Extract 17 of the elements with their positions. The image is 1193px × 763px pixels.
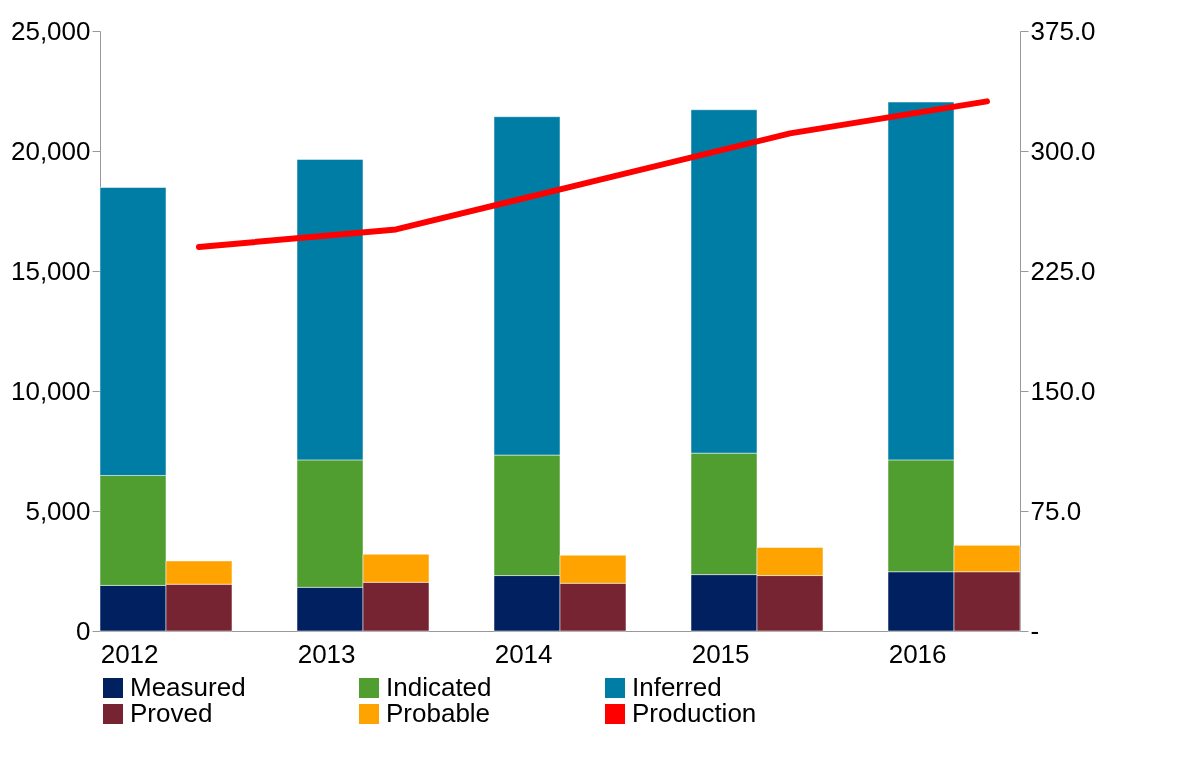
x-tick-label: 2015 <box>691 638 750 669</box>
y-tick-label: 5,000 <box>25 495 91 526</box>
y-tick-label: 25,000 <box>10 15 91 46</box>
y2-tick-label: 300.0 <box>1030 135 1096 166</box>
y-tick-label: 0 <box>76 615 91 646</box>
y-tick-label: 15,000 <box>10 255 91 286</box>
y-tick-label: 20,000 <box>10 135 91 166</box>
x-tick-label: 2012 <box>100 638 159 669</box>
y2-tick-label: 150.0 <box>1030 375 1096 406</box>
y2-tick-label: 375.0 <box>1030 15 1096 46</box>
y2-tick-label: - <box>1030 615 1040 646</box>
y2-tick-label: 225.0 <box>1030 255 1096 286</box>
x-tick-label: 2016 <box>888 638 947 669</box>
y2-tick-label: 75.0 <box>1030 495 1082 526</box>
x-tick-label: 2013 <box>297 638 356 669</box>
y-tick-label: 10,000 <box>10 375 91 406</box>
x-tick-label: 2014 <box>494 638 553 669</box>
